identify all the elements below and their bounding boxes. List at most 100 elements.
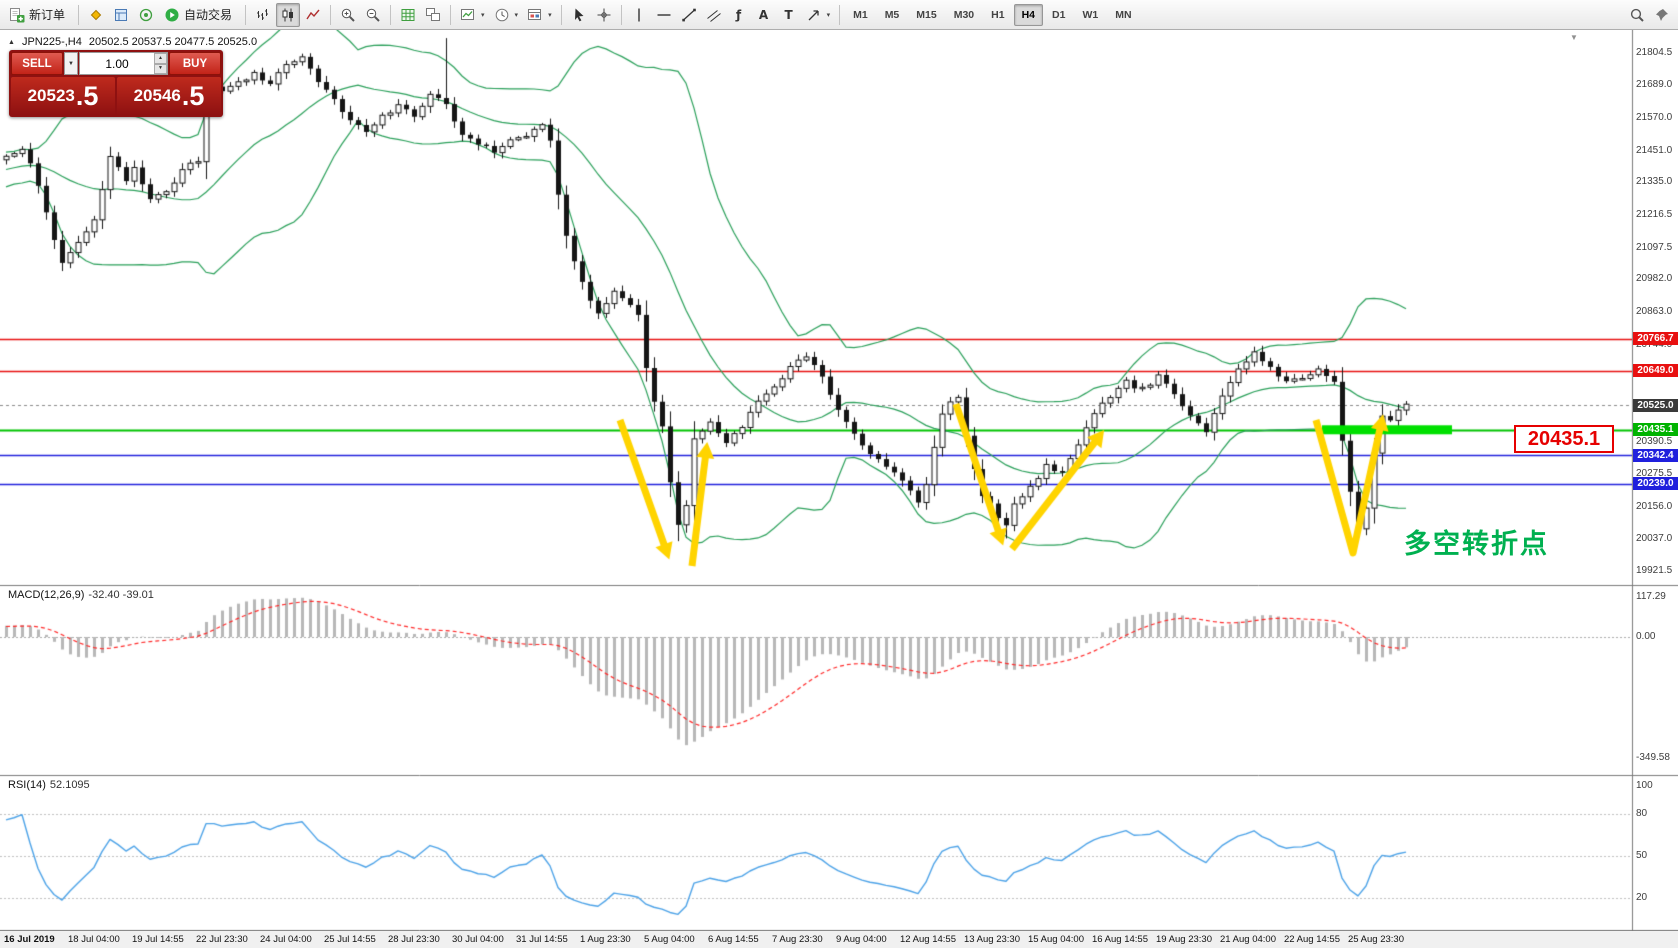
crosshair-button[interactable] (592, 3, 616, 27)
volume-increase-button[interactable]: ▲ (154, 53, 167, 64)
price-tick-label: 21689.0 (1636, 79, 1673, 91)
sell-price-display[interactable]: 20523.5 (11, 77, 115, 115)
price-tick-label: 21216.5 (1636, 209, 1673, 220)
fibonacci-icon: ƒ (735, 7, 742, 22)
navigator-button[interactable] (134, 3, 158, 27)
time-axis-label: 16 Jul 2019 (4, 934, 55, 945)
time-axis-label: 16 Aug 14:55 (1092, 934, 1148, 945)
oneclick-collapse-icon[interactable]: ▲ (8, 38, 15, 46)
grid-button[interactable] (396, 3, 420, 27)
volume-dropdown-button[interactable]: ▼ (64, 52, 78, 75)
horizontal-line-button[interactable] (652, 3, 676, 27)
time-axis-label: 25 Aug 23:30 (1348, 934, 1404, 945)
fibonacci-button[interactable]: ƒ (727, 3, 751, 27)
timeframe-m30-button[interactable]: M30 (946, 4, 982, 26)
favorites-button[interactable] (1650, 3, 1674, 27)
arrow-tools-button[interactable]: ▾ (802, 3, 835, 27)
timeframe-m5-button[interactable]: M5 (877, 4, 908, 26)
time-axis-label: 30 Jul 04:00 (452, 934, 504, 945)
macd-axis-label: -349.58 (1636, 751, 1670, 763)
zoom-in-button[interactable] (336, 3, 360, 27)
price-tick-label: 21570.0 (1636, 111, 1673, 123)
time-axis-label: 7 Aug 23:30 (772, 934, 823, 945)
time-axis-label: 22 Jul 23:30 (196, 934, 248, 945)
symbol-period-label: JPN225-,H4 (21, 36, 82, 48)
rsi-name: RSI(14) (8, 779, 46, 791)
trendline-button[interactable] (677, 3, 701, 27)
timeframe-h1-button[interactable]: H1 (983, 4, 1012, 26)
tile-windows-button[interactable] (421, 3, 445, 27)
label-button[interactable]: T (777, 3, 801, 27)
timeframe-m15-button[interactable]: M15 (908, 4, 944, 26)
data-window-button[interactable] (109, 3, 133, 27)
timeframe-mn-button[interactable]: MN (1107, 4, 1139, 26)
new-order-button[interactable]: 新订单 (4, 3, 73, 27)
tile-windows-icon (426, 7, 441, 21)
buy-button[interactable]: BUY (169, 52, 221, 75)
vertical-line-button[interactable] (627, 3, 651, 27)
new-order-label: 新订单 (29, 8, 66, 22)
price-tick-label: 20863.0 (1636, 306, 1673, 318)
cursor-button[interactable] (567, 3, 591, 27)
time-axis-label: 22 Aug 14:55 (1284, 934, 1340, 945)
text-tool-icon: A (758, 7, 769, 22)
market-watch-icon (90, 9, 102, 20)
time-axis-label: 19 Aug 23:30 (1156, 934, 1212, 945)
autotrading-button[interactable]: 自动交易 (159, 3, 240, 27)
templates-button[interactable]: ▾ (523, 3, 556, 27)
zoom-in-icon (341, 8, 355, 22)
navigator-icon (139, 8, 153, 21)
price-line-badge: 20239.0 (1633, 477, 1678, 491)
channel-button[interactable] (702, 3, 726, 27)
candlestick-chart-button[interactable] (276, 2, 301, 27)
price-tick-label: 20982.0 (1636, 273, 1673, 285)
buy-price-display[interactable]: 20546.5 (117, 77, 221, 115)
price-line-badge: 20342.4 (1633, 448, 1678, 462)
market-watch-button[interactable] (84, 3, 108, 27)
chart-shift-marker[interactable]: ▼ (1570, 33, 1578, 42)
indicators-button[interactable]: ▾ (456, 3, 489, 27)
trade-controls-row: SELL ▼ ▲ ▼ BUY (11, 52, 221, 75)
time-axis-label: 21 Aug 04:00 (1220, 934, 1276, 945)
search-icon (1630, 8, 1644, 22)
sell-price-main: 20523 (27, 86, 75, 105)
timeframe-h4-button[interactable]: H4 (1013, 3, 1044, 26)
arrow-tools-icon (808, 9, 819, 20)
price-axis[interactable]: 21804.5 21689.0 21570.0 21451.0 21335.0 21216… (1633, 0, 1678, 948)
price-level-callout[interactable]: 20435.1 (1514, 425, 1614, 453)
time-axis-label: 19 Jul 14:55 (132, 934, 184, 945)
price-chart-canvas[interactable] (0, 30, 1678, 948)
price-line-badge: 20525.0 (1633, 398, 1678, 412)
macd-values: -32.40 -39.01 (88, 589, 154, 601)
periods-button[interactable]: ▾ (490, 3, 523, 27)
search-button[interactable] (1625, 3, 1649, 27)
channel-icon (706, 9, 721, 22)
indicators-icon (461, 8, 475, 20)
timeframe-w1-button[interactable]: W1 (1074, 4, 1106, 26)
sell-button[interactable]: SELL (11, 52, 63, 75)
line-chart-button[interactable] (301, 3, 325, 27)
price-tick-label: 20156.0 (1636, 500, 1673, 512)
templates-icon (528, 8, 542, 20)
volume-spinner: ▲ ▼ (154, 53, 167, 74)
price-line-badge: 20649.0 (1633, 364, 1678, 378)
text-button[interactable]: A (752, 3, 776, 27)
time-axis-label: 1 Aug 23:30 (580, 934, 631, 945)
timeframe-m1-button[interactable]: M1 (845, 4, 876, 26)
sell-price-pips: .5 (75, 80, 99, 111)
timeframe-d1-button[interactable]: D1 (1044, 4, 1073, 26)
time-axis-label: 5 Aug 04:00 (644, 934, 695, 945)
toolbar-separator (390, 4, 392, 25)
ohlc-values: 20502.5 20537.5 20477.5 20525.0 (88, 36, 258, 48)
periods-clock-icon (495, 8, 508, 21)
volume-decrease-button[interactable]: ▼ (154, 63, 167, 74)
volume-box: ▲ ▼ (79, 52, 168, 75)
zoom-out-button[interactable] (361, 3, 385, 27)
toolbar-separator (620, 4, 622, 25)
volume-input[interactable] (80, 53, 154, 74)
rsi-axis-label: 80 (1636, 808, 1648, 819)
crosshair-icon (597, 8, 611, 21)
price-tick-label: 21451.0 (1636, 144, 1673, 156)
bar-chart-button[interactable] (251, 3, 275, 27)
time-axis[interactable]: 16 Jul 2019 18 Jul 04:00 19 Jul 14:55 22 Ju… (0, 931, 1678, 948)
